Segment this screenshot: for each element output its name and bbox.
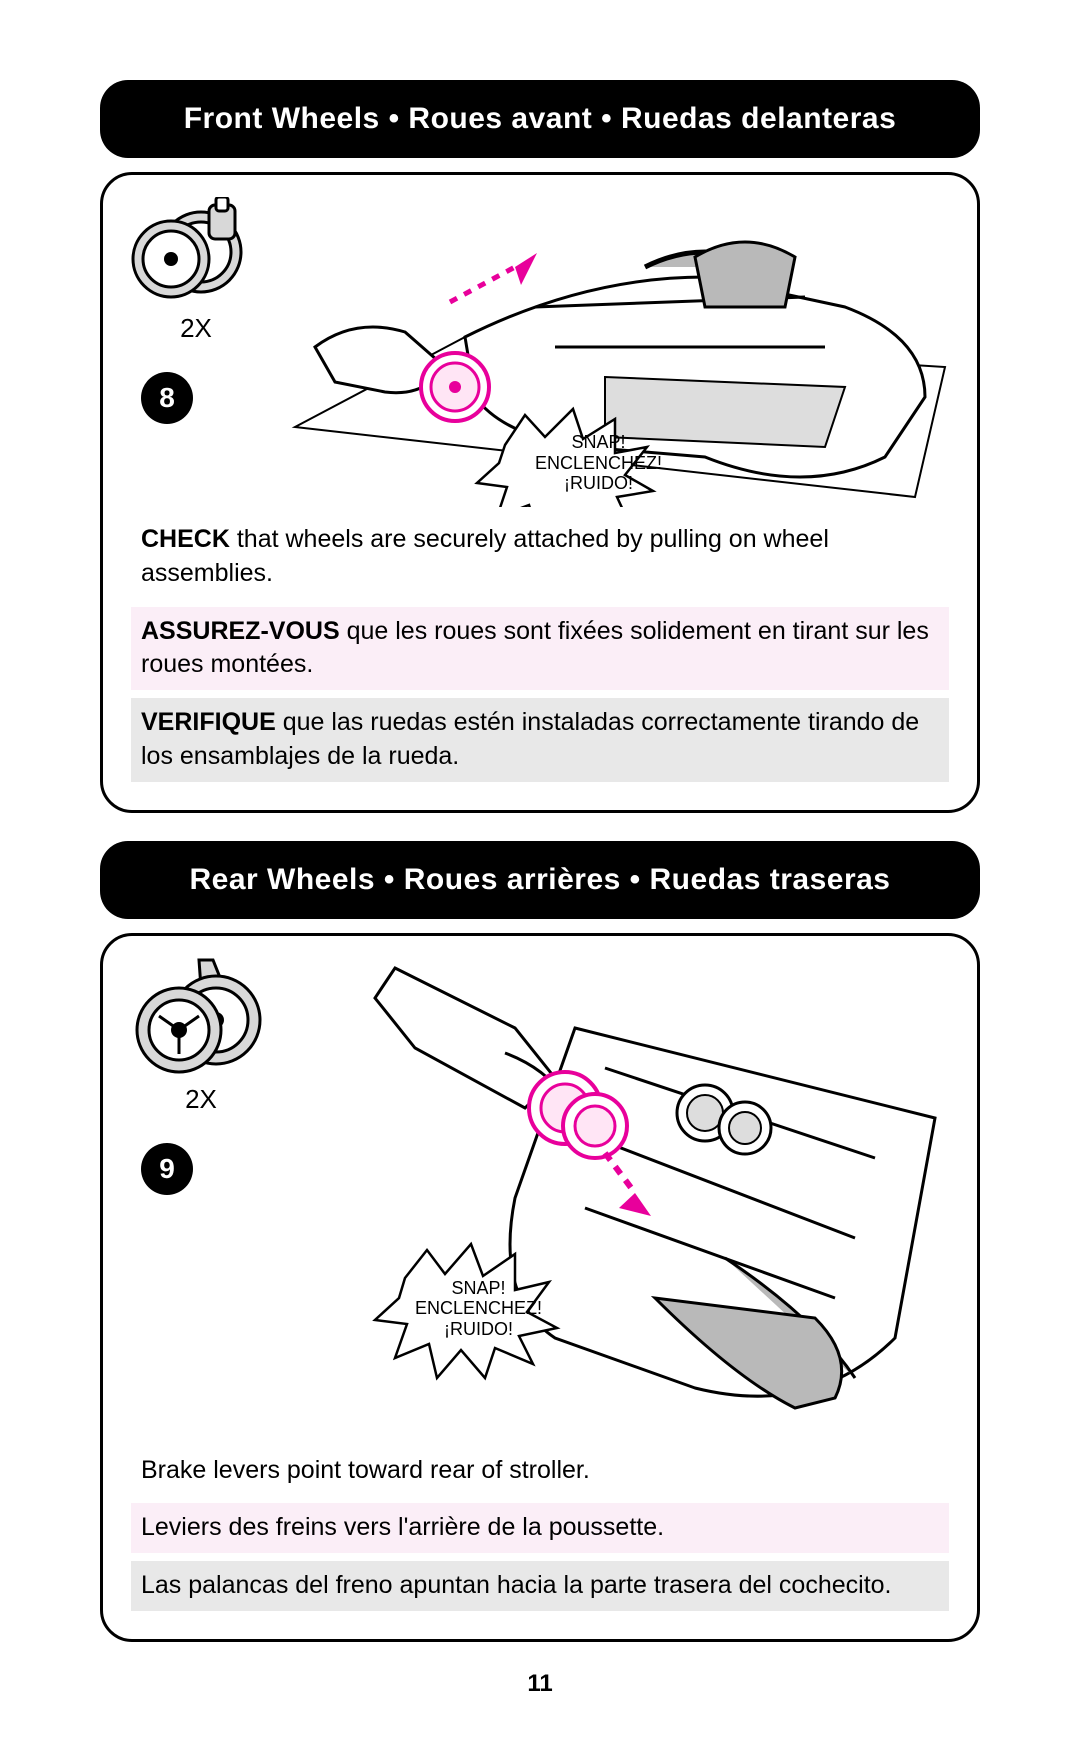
parts-column: 2X 8 [131, 197, 261, 424]
rear-wheel-part-icon [131, 958, 271, 1078]
front-wheels-header: Front Wheels • Roues avant • Ruedas dela… [100, 80, 980, 158]
snap-es: ¡RUIDO! [564, 473, 633, 493]
parts-column-2: 2X 9 [131, 958, 271, 1195]
snap2-fr: ENCLENCHEZ! [415, 1298, 542, 1318]
front-wheel-quantity: 2X [180, 313, 212, 344]
manual-page: Front Wheels • Roues avant • Ruedas dela… [0, 0, 1080, 1738]
front-wheels-panel: 2X 8 [100, 172, 980, 813]
assurez-bold: ASSUREZ-VOUS [141, 617, 340, 645]
rear-wheels-panel: 2X 9 [100, 933, 980, 1642]
check-rest: that wheels are securely attached by pul… [141, 525, 829, 587]
rear-instruction-fr: Leviers des freins vers l'arrière de la … [131, 1503, 949, 1553]
illustration-row: 2X 8 [131, 197, 949, 507]
step-8-badge: 8 [141, 372, 193, 424]
snap-fr: ENCLENCHEZ! [535, 453, 662, 473]
page-number: 11 [100, 1670, 980, 1698]
rear-wheels-header: Rear Wheels • Roues arrières • Ruedas tr… [100, 841, 980, 919]
snap2-es: ¡RUIDO! [444, 1319, 513, 1339]
rear-instruction-en: Brake levers point toward rear of stroll… [131, 1446, 949, 1496]
front-instruction-fr: ASSUREZ-VOUS que les roues sont fixées s… [131, 607, 949, 691]
snap-en: SNAP! [572, 432, 626, 452]
snap2-en: SNAP! [452, 1278, 506, 1298]
stroller-rear-illustration [295, 958, 965, 1438]
step-9-badge: 9 [141, 1143, 193, 1195]
front-wheel-part-icon [131, 197, 261, 307]
front-instruction-en: CHECK that wheels are securely attached … [131, 515, 949, 599]
rear-wheel-quantity: 2X [185, 1084, 217, 1115]
verifique-bold: VERIFIQUE [141, 708, 276, 736]
snap-label-2: SNAP! ENCLENCHEZ! ¡RUIDO! [415, 1278, 542, 1340]
snap-label-1: SNAP! ENCLENCHEZ! ¡RUIDO! [535, 432, 662, 494]
rear-wheel-illustration: SNAP! ENCLENCHEZ! ¡RUIDO! [295, 958, 965, 1438]
front-wheel-illustration: SNAP! ENCLENCHEZ! ¡RUIDO! [285, 197, 955, 507]
front-instruction-es: VERIFIQUE que las ruedas estén instalada… [131, 698, 949, 782]
rear-instruction-es: Las palancas del freno apuntan hacia la … [131, 1561, 949, 1611]
illustration-row-2: 2X 9 [131, 958, 949, 1438]
check-bold: CHECK [141, 525, 230, 553]
